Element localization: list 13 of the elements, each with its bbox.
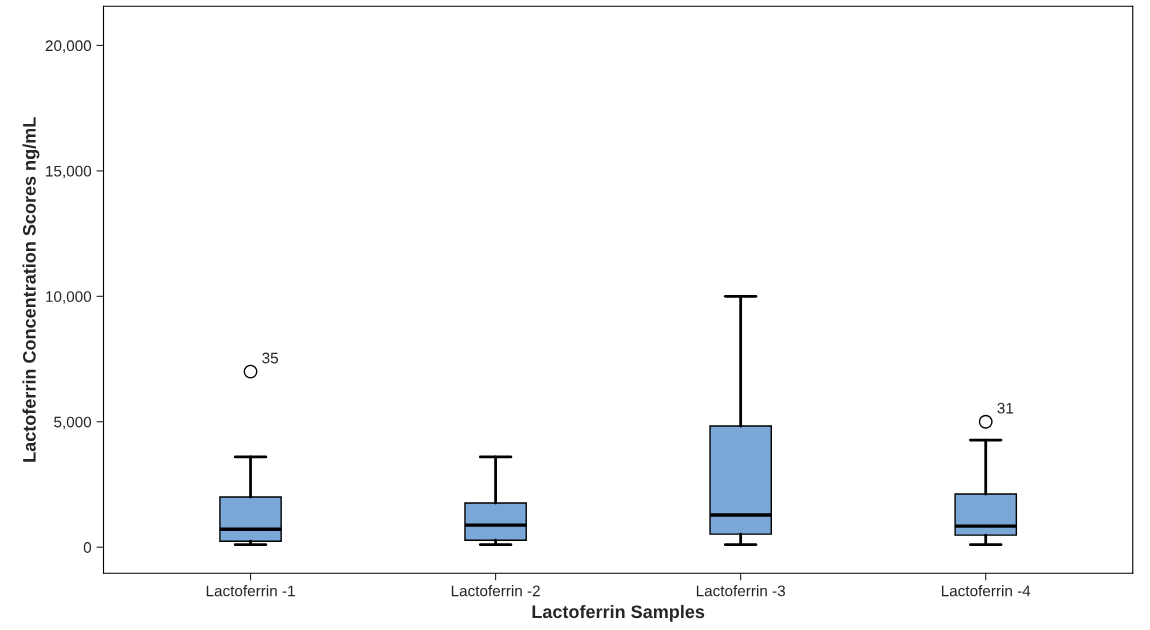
- x-tick-label: Lactoferrin -2: [451, 585, 540, 597]
- x-axis-title: Lactoferrin Samples: [532, 604, 705, 622]
- annotation: 31: [997, 402, 1014, 414]
- annotation: 35: [262, 352, 278, 364]
- y-tick-label: 0: [83, 542, 92, 553]
- x-tick-label: Lactoferrin -1: [206, 585, 295, 597]
- y-tick-label: 20,000: [45, 40, 92, 53]
- y-tick-label: 15,000: [46, 165, 92, 179]
- y-axis-title: Lactoferrin Concentration Scores ng/mL: [22, 117, 40, 462]
- y-tick-label: 5,000: [54, 416, 92, 430]
- y-tick-label: 10,000: [46, 291, 92, 304]
- x-tick-label: Lactoferrin -4: [941, 585, 1031, 597]
- x-tick-label: Lactoferrin -3: [696, 585, 785, 597]
